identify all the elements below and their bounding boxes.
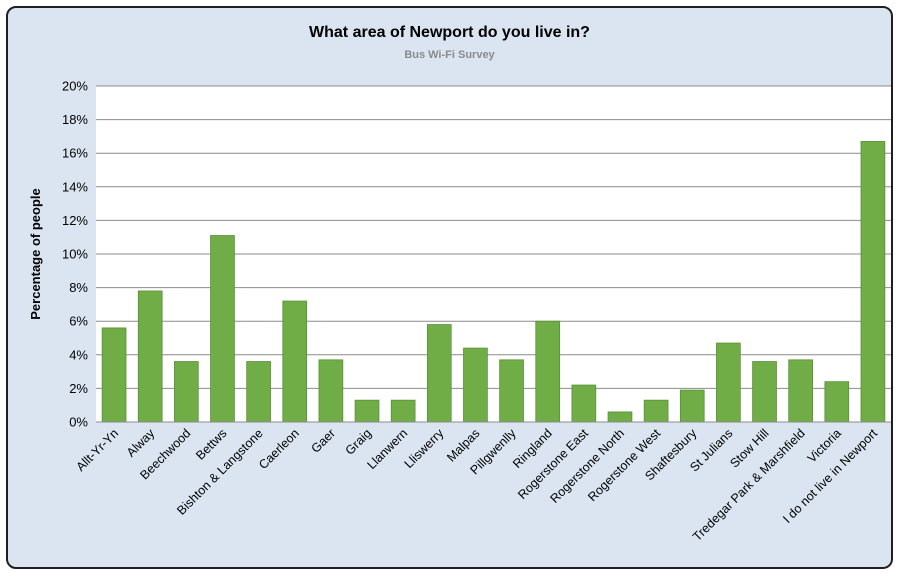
x-tick-label: Llanwern xyxy=(365,426,411,472)
y-tick-labels: 0% 2% 4% 6% 8% 10% 12% 14% 16% 18% 20% xyxy=(62,79,88,430)
bar xyxy=(426,324,452,423)
bar xyxy=(137,290,163,423)
bar xyxy=(463,347,488,423)
x-tick-label: Lliswerry xyxy=(402,426,447,471)
bar xyxy=(535,320,561,423)
bar xyxy=(824,381,850,423)
bar-chart: 0% 2% 4% 6% 8% 10% 12% 14% 16% 18% 20% Allt-Yr-Yn A… xyxy=(28,79,891,544)
bars xyxy=(101,141,886,423)
chart-frame: What area of Newport do you live in? Bus… xyxy=(6,6,893,569)
y-tick-label: 8% xyxy=(69,280,88,295)
x-tick-label: Caerleon xyxy=(256,426,302,472)
y-tick-label: 20% xyxy=(62,79,88,94)
y-tick-label: 12% xyxy=(62,213,88,228)
bar xyxy=(752,361,777,423)
chart-title: What area of Newport do you live in? xyxy=(309,24,590,41)
y-tick-label: 4% xyxy=(69,347,88,362)
y-tick-label: 2% xyxy=(69,381,88,396)
bar xyxy=(282,300,308,423)
bar xyxy=(390,399,416,423)
bar xyxy=(679,389,705,423)
bar xyxy=(643,399,669,423)
bar xyxy=(174,361,199,423)
y-tick-label: 10% xyxy=(62,247,88,262)
bar xyxy=(246,361,271,423)
bar xyxy=(101,327,127,423)
bar xyxy=(788,359,813,423)
bar xyxy=(210,235,235,423)
bar xyxy=(318,359,344,423)
y-axis-label: Percentage of people xyxy=(28,188,43,319)
bar xyxy=(607,411,633,423)
y-tick-label: 18% xyxy=(62,112,88,127)
bar xyxy=(354,399,380,423)
y-tick-label: 14% xyxy=(62,179,88,194)
y-tick-label: 16% xyxy=(62,146,88,161)
x-tick-label: Allt-Yr-Yn xyxy=(73,426,121,474)
y-tick-label: 6% xyxy=(69,314,88,329)
chart-subtitle: Bus Wi-Fi Survey xyxy=(404,49,495,61)
bar xyxy=(571,384,597,423)
bar xyxy=(499,359,524,423)
x-tick-label: Gaer xyxy=(308,426,338,456)
y-tick-label: 0% xyxy=(69,415,88,430)
bar xyxy=(860,141,886,423)
x-tick-label: Graig xyxy=(343,426,375,458)
x-tick-label: Alway xyxy=(124,426,158,460)
bar xyxy=(716,342,741,423)
